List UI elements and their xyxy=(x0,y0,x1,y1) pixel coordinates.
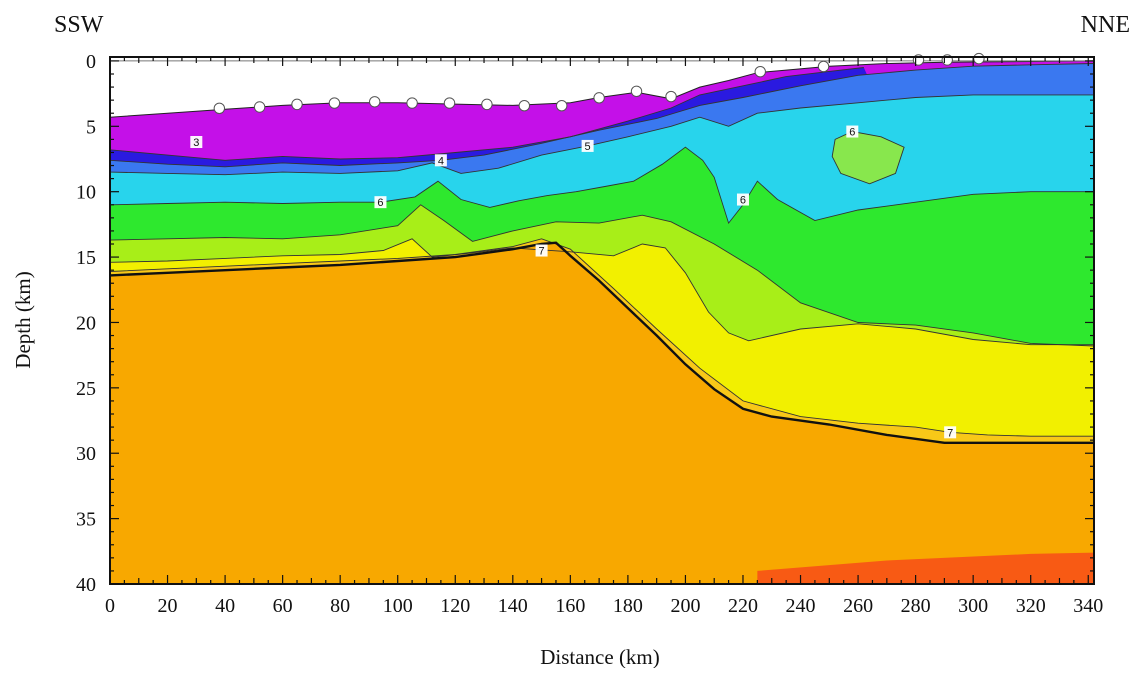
station-marker xyxy=(630,85,643,98)
velocity-contour-line xyxy=(110,63,1094,168)
contour-label: 3 xyxy=(193,137,199,149)
contour-label-box xyxy=(581,139,594,152)
station-marker xyxy=(817,60,830,73)
velocity-contour-line xyxy=(110,238,1094,437)
x-tick-label: 200 xyxy=(670,595,700,617)
station-marker xyxy=(556,99,568,112)
x-tick-label: 280 xyxy=(901,595,931,617)
velocity-contour-line xyxy=(110,67,864,161)
velocity-contours xyxy=(110,60,1094,437)
station-marker xyxy=(665,90,677,103)
moho-line xyxy=(110,241,1094,444)
x-tick-label: 20 xyxy=(158,595,178,617)
x-tick-label: 160 xyxy=(555,595,585,617)
sky-fill xyxy=(110,57,1094,118)
y-tick-label: 30 xyxy=(76,443,96,465)
x-tick-label: 140 xyxy=(498,595,528,617)
contour-label-box xyxy=(434,154,447,167)
station-marker xyxy=(754,65,766,78)
x-tick-label: 60 xyxy=(273,595,293,617)
contour-label: 6 xyxy=(849,127,855,139)
station-marker xyxy=(518,99,531,112)
plot-frame xyxy=(109,56,1095,585)
y-tick-label: 35 xyxy=(76,509,96,531)
direction-label-ssw: SSW xyxy=(54,12,104,38)
velocity-contour-line xyxy=(831,131,905,185)
station-marker xyxy=(213,102,226,115)
x-axis: 0 20 40 60 80 100 120 140 160 180 200 220 240 260 280 3… xyxy=(105,57,1103,617)
y-tick-label: 5 xyxy=(86,116,96,138)
y-tick-label: 0 xyxy=(86,51,96,73)
contour-label: 6 xyxy=(740,195,746,207)
x-tick-label: 40 xyxy=(215,595,235,617)
contour-label: 7 xyxy=(947,427,953,439)
band-fill-high-velocity-pocket xyxy=(832,131,905,184)
moho-boundary xyxy=(110,241,1094,444)
station-marker xyxy=(593,92,605,104)
contour-label: 6 xyxy=(377,197,383,209)
direction-label-nne: NNE xyxy=(1081,12,1130,38)
contour-label-box xyxy=(374,196,387,209)
x-tick-label: 340 xyxy=(1073,595,1103,617)
x-tick-label: 100 xyxy=(383,595,413,617)
y-tick-label: 25 xyxy=(76,378,96,400)
x-axis-title: Distance (km) xyxy=(540,645,660,668)
contour-label-box xyxy=(535,244,548,257)
velocity-color-fill xyxy=(110,57,1094,584)
station-marker xyxy=(369,96,381,108)
station-marker xyxy=(443,97,456,109)
x-tick-label: 0 xyxy=(105,595,115,617)
contour-label-box xyxy=(190,136,203,148)
contour-label: 5 xyxy=(585,141,591,153)
x-tick-label: 240 xyxy=(786,595,816,617)
contour-labels: 3 4 5 6 6 7 7 6 xyxy=(190,125,957,439)
contour-label: 7 xyxy=(539,246,545,258)
y-tick-label: 10 xyxy=(76,182,96,204)
band-fill-deep xyxy=(757,552,1094,584)
x-tick-label: 180 xyxy=(613,595,643,617)
contour-label-box xyxy=(846,125,859,138)
y-tick-label: 15 xyxy=(76,247,96,269)
y-tick-label: 40 xyxy=(76,574,96,596)
y-axis-title: Depth (km) xyxy=(11,271,35,368)
x-tick-label: 80 xyxy=(330,595,350,617)
x-tick-label: 320 xyxy=(1016,595,1046,617)
contour-label-box xyxy=(736,193,749,206)
y-tick-label: 20 xyxy=(76,312,96,334)
station-marker xyxy=(253,101,266,113)
x-tick-label: 260 xyxy=(843,595,873,617)
contour-label-box xyxy=(944,426,957,439)
velocity-contour-line xyxy=(110,204,1094,347)
station-marker xyxy=(328,97,341,109)
station-marker xyxy=(291,98,303,111)
velocity-contour-line xyxy=(110,238,1094,346)
contour-label: 4 xyxy=(438,155,444,167)
station-marker xyxy=(406,97,418,109)
x-tick-label: 120 xyxy=(440,595,470,617)
x-tick-label: 300 xyxy=(958,595,988,617)
plot-area xyxy=(110,57,1094,584)
band-fill-mantle xyxy=(110,242,1094,584)
station-marker xyxy=(481,98,493,111)
station-marker xyxy=(973,52,985,65)
velocity-contour-line xyxy=(110,146,1094,225)
velocity-contour-line xyxy=(110,94,1094,176)
x-tick-label: 220 xyxy=(728,595,758,617)
